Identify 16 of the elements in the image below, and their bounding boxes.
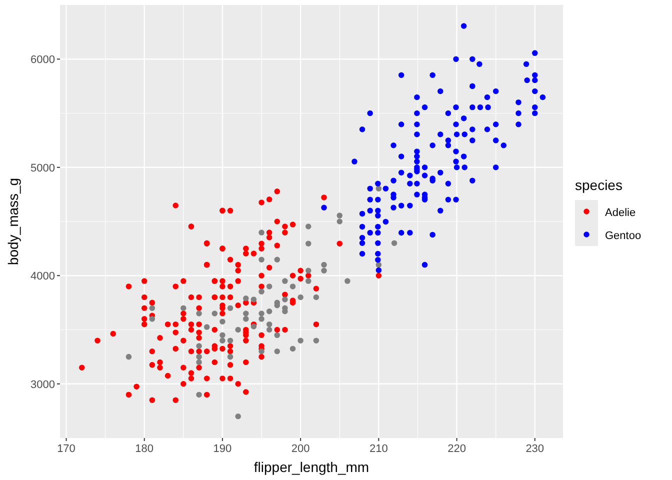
legend-label: Adelie: [605, 207, 636, 219]
x-axis-title: flipper_length_mm: [254, 459, 370, 475]
y-axis-title: body_mass_g: [5, 178, 21, 266]
x-tick-label: 220: [448, 443, 466, 455]
x-tick-label: 230: [526, 443, 544, 455]
legend-title: species: [575, 177, 622, 193]
y-tick-label: 6000: [30, 54, 55, 66]
x-tick-label: 200: [291, 443, 310, 455]
x-tick-label: 190: [213, 443, 232, 455]
y-tick-label: 4000: [30, 270, 55, 283]
y-tick-label: 5000: [30, 162, 55, 174]
x-tick-label: 170: [57, 443, 76, 455]
legend-label: Gentoo: [605, 230, 642, 242]
x-tick-label: 180: [135, 443, 154, 455]
x-tick-label: 210: [369, 443, 388, 455]
y-tick-label: 3000: [30, 378, 55, 391]
